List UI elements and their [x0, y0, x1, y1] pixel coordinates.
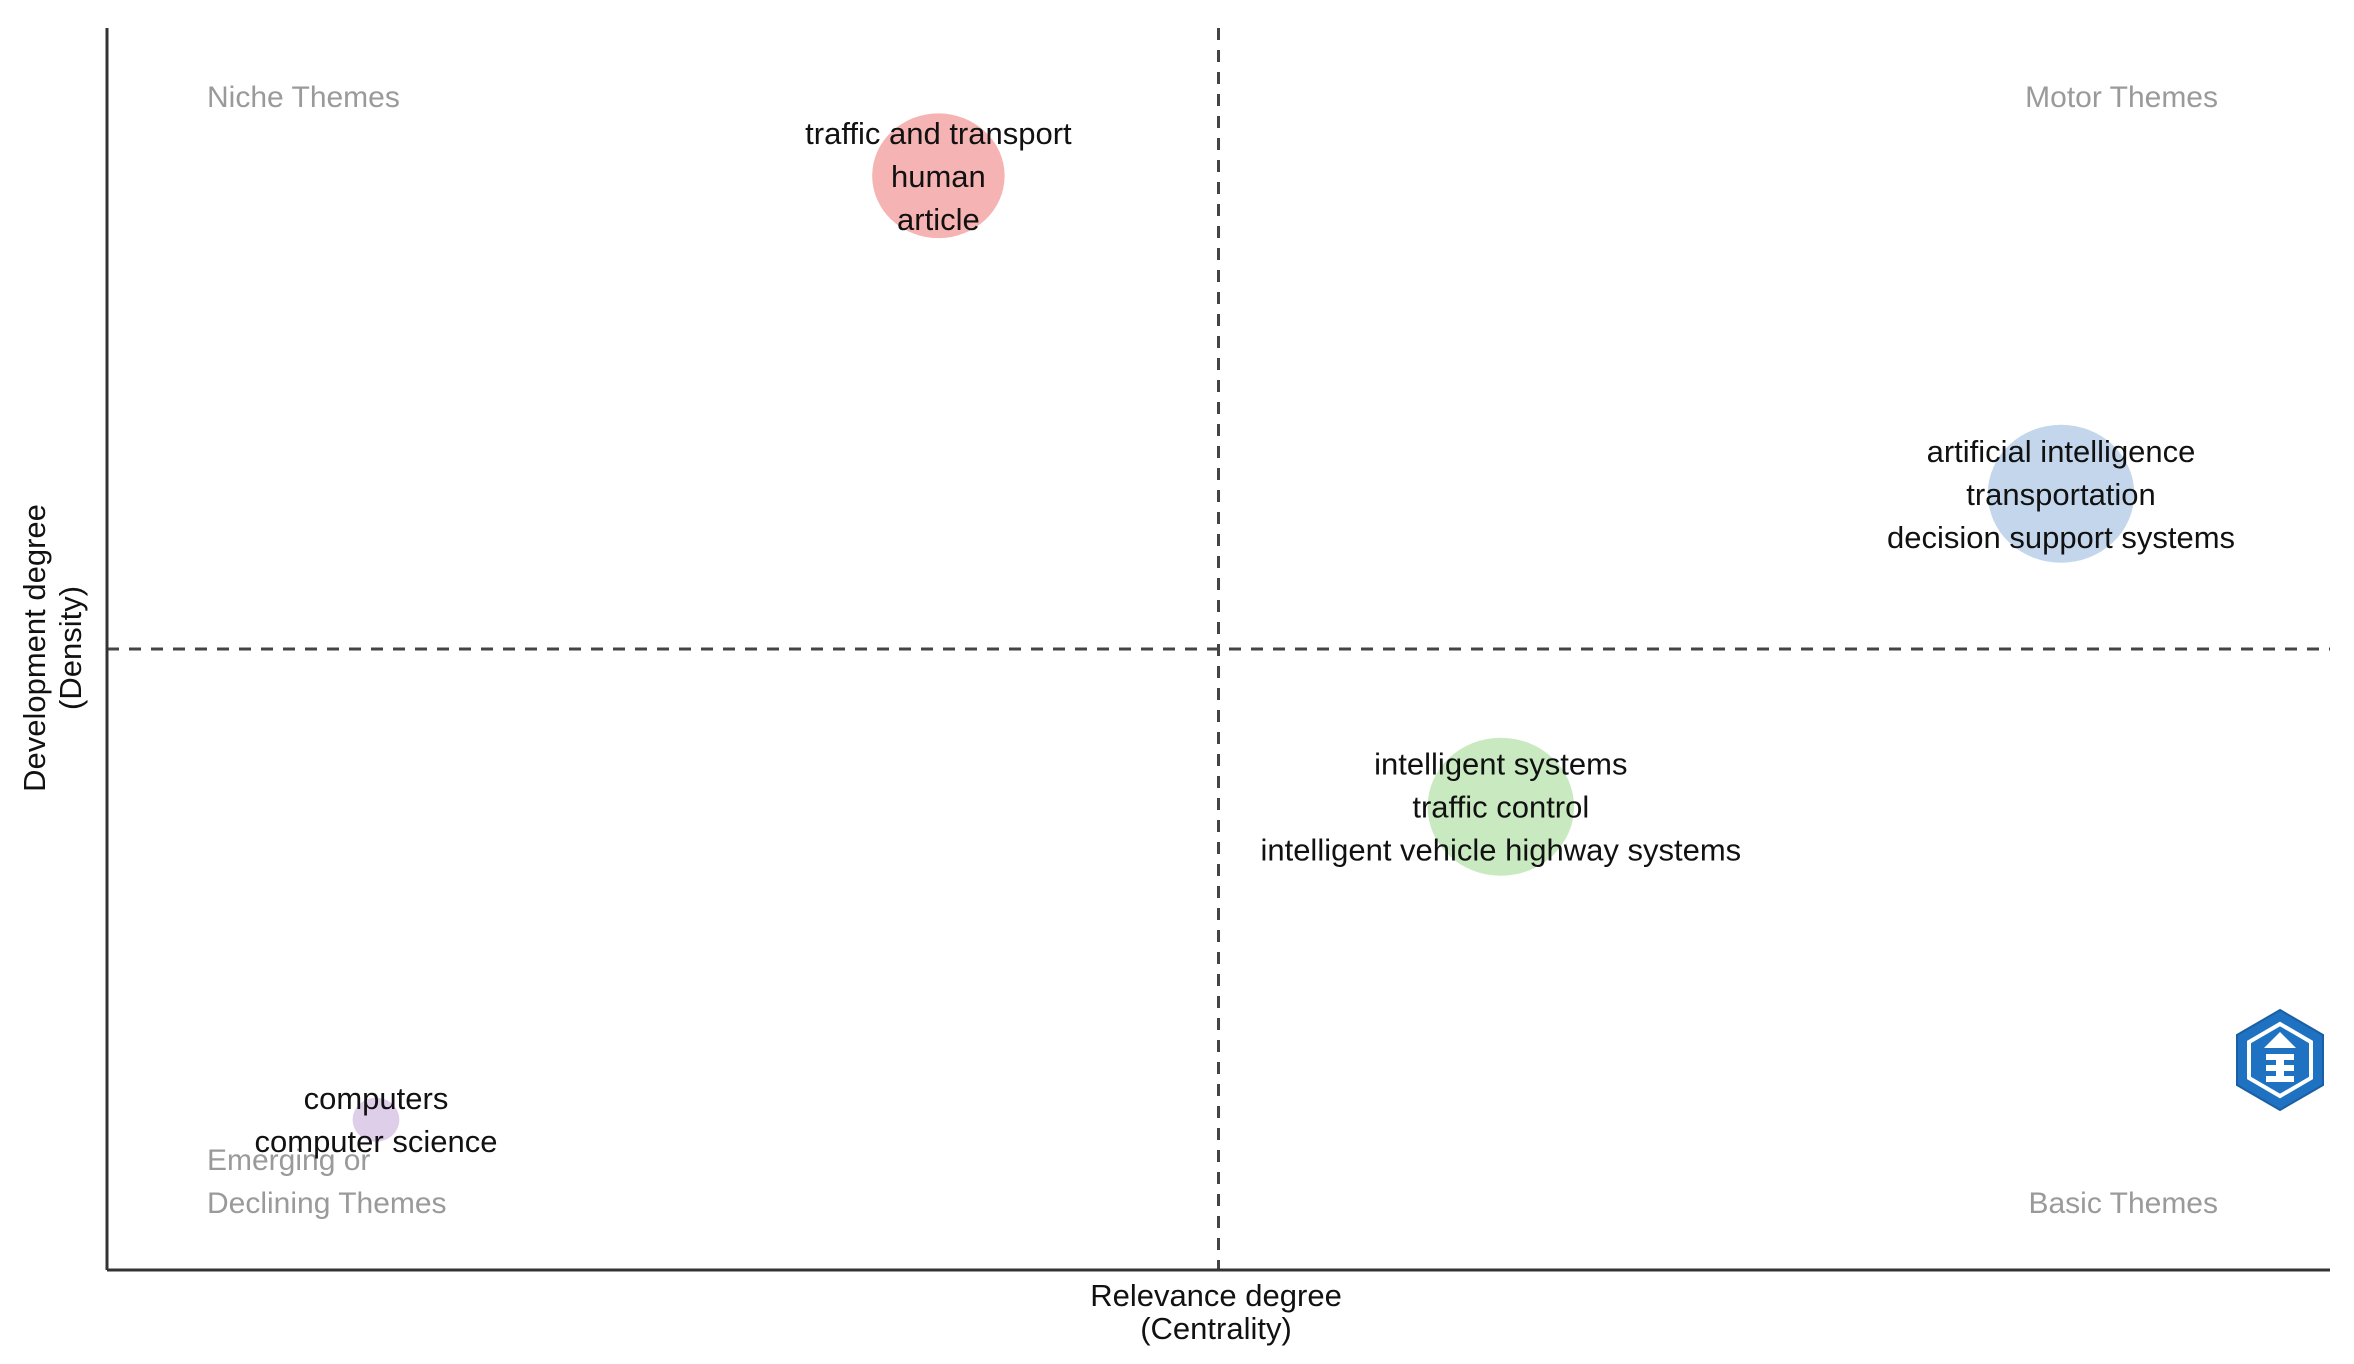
- cluster-2-term-1: artificial intelligence: [1927, 434, 2196, 469]
- cluster-3-term-2: traffic control: [1412, 790, 1589, 825]
- quadrant-label-top-left: Niche Themes: [207, 81, 400, 114]
- cluster-4-term-1: computers: [304, 1081, 449, 1116]
- x-axis-title: Relevance degree: [1090, 1278, 1342, 1313]
- cluster-4-term-2: computer science: [255, 1124, 498, 1159]
- quadrant-label-bottom-left-line2: Declining Themes: [207, 1187, 447, 1220]
- cluster-bubble-1: [872, 113, 1005, 239]
- y-axis-title: Development degree: [17, 504, 52, 792]
- cluster-1-term-2: human: [891, 159, 986, 194]
- quadrant-label-bottom-right: Basic Themes: [2028, 1187, 2218, 1220]
- cluster-2-term-2: transportation: [1966, 477, 2156, 512]
- cluster-1-term-3: article: [897, 202, 980, 237]
- hexagon-logo-icon: [2236, 1008, 2324, 1112]
- cluster-bubbles: [352, 113, 2135, 1142]
- cluster-1-term-1: traffic and transport: [805, 116, 1072, 151]
- y-axis-subtitle: (Density): [53, 586, 88, 710]
- cluster-bubble-4: [352, 1097, 400, 1142]
- cluster-bubble-2: [1987, 424, 2135, 563]
- cluster-labels: traffic and transport human article artific…: [255, 116, 2236, 1159]
- cluster-2-term-3: decision support systems: [1887, 520, 2235, 555]
- quadrant-label-bottom-left-line1: Emerging or: [207, 1144, 370, 1177]
- quadrant-label-top-right: Motor Themes: [2025, 81, 2218, 114]
- cluster-3-term-3: intelligent vehicle highway systems: [1260, 833, 1741, 868]
- cluster-bubble-3: [1427, 737, 1575, 876]
- cluster-3-term-1: intelligent systems: [1374, 747, 1627, 782]
- x-axis-subtitle: (Centrality): [1140, 1311, 1292, 1346]
